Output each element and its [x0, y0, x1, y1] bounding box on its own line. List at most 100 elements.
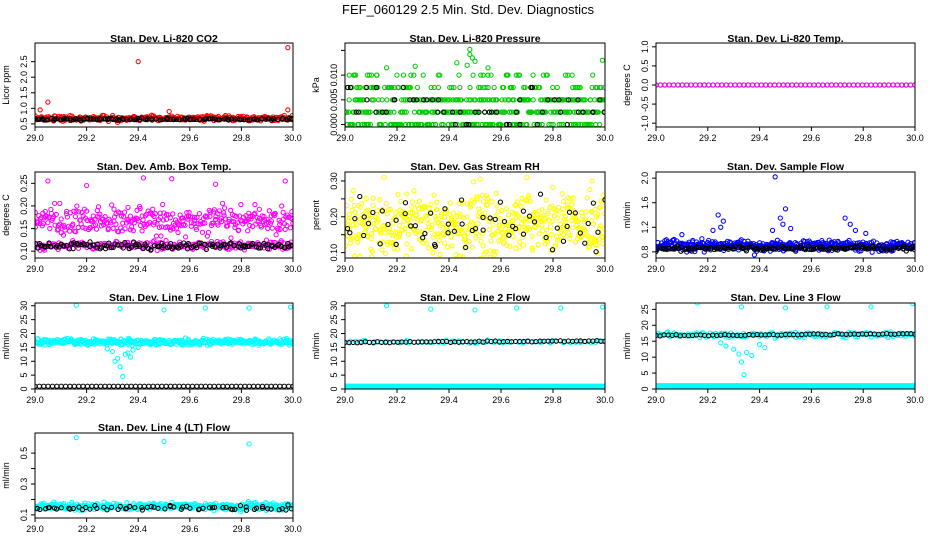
point-color-high: [170, 211, 176, 217]
point-color: [463, 239, 469, 245]
point-color-high: [245, 228, 251, 234]
point-color-high: [169, 176, 175, 182]
point-black: [459, 221, 465, 227]
point-color: [382, 250, 389, 257]
plot-frame: [655, 171, 916, 259]
point-color: [402, 225, 408, 232]
point-color: [382, 121, 388, 127]
point-black: [377, 241, 383, 247]
point-color: [444, 244, 451, 250]
y-tick-label: 0.8: [640, 246, 650, 259]
point-color: [539, 121, 545, 127]
point-color-low: [75, 245, 82, 251]
point-black: [420, 235, 426, 241]
point-color: [785, 82, 791, 88]
y-tick-label: 15: [640, 336, 650, 346]
point-color: [493, 190, 499, 196]
point-color: [465, 109, 471, 115]
point-color: [560, 206, 566, 212]
point-color: [120, 373, 126, 380]
point-black: [575, 97, 581, 103]
point-color: [564, 109, 570, 115]
point-color: [692, 82, 699, 88]
point-color: [454, 60, 460, 66]
point-black: [445, 221, 451, 227]
y-tick-label: 0.10: [19, 242, 29, 260]
point-color: [478, 72, 484, 78]
point-color: [741, 82, 747, 88]
point-color: [464, 214, 470, 220]
point-color-high: [139, 228, 145, 234]
point-color: [487, 254, 493, 258]
point-color: [662, 82, 668, 88]
data-points: [345, 174, 605, 258]
point-color: [124, 500, 130, 506]
x-tick-label: 29.6: [492, 395, 510, 405]
y-axis-label: ml/min: [1, 462, 11, 489]
point-color: [357, 253, 363, 258]
panel-4: Stan. Dev. Amb. Box Temp.degrees C29.0 29…: [1, 161, 302, 274]
point-color-high: [110, 225, 116, 231]
x-tick-label: 29.6: [803, 133, 821, 143]
point-color: [485, 84, 491, 91]
point-color: [480, 72, 486, 78]
point-color: [407, 222, 413, 228]
point-color-high: [280, 209, 286, 215]
point-color: [802, 82, 808, 88]
point-color-high: [76, 209, 82, 215]
point-color-high: [234, 220, 240, 226]
point-color: [545, 208, 551, 215]
point-color: [414, 212, 420, 218]
point-black: [357, 193, 363, 200]
point-black: [746, 244, 753, 250]
point-color: [751, 252, 758, 258]
point-color: [552, 243, 559, 249]
point-black: [89, 383, 95, 389]
point-color: [426, 245, 432, 251]
y-tick-label: 0.25: [19, 175, 29, 193]
point-black: [36, 383, 42, 389]
point-color: [828, 82, 835, 88]
point-color-high: [199, 229, 206, 235]
point-color: [373, 226, 379, 232]
point-color: [511, 97, 517, 103]
point-color: [492, 231, 498, 237]
point-color: [246, 305, 252, 311]
point-color-high: [261, 213, 267, 220]
point-color: [502, 225, 509, 232]
y-tick-label: 0.20: [329, 208, 339, 226]
point-black: [410, 97, 417, 103]
point-color: [513, 72, 519, 78]
point-color-high: [121, 214, 127, 220]
point-black: [128, 116, 135, 122]
point-color: [352, 209, 358, 215]
point-color: [104, 346, 110, 352]
point-color-high: [160, 201, 166, 208]
point-color: [379, 97, 385, 103]
point-color-high: [137, 205, 143, 212]
point-color-high: [64, 214, 71, 220]
point-color: [366, 72, 372, 78]
point-color-high: [109, 202, 115, 208]
point-color: [388, 206, 394, 213]
x-tick-label: 29.0: [647, 133, 665, 143]
point-color-top: [596, 338, 602, 344]
x-tick-label: 29.2: [78, 395, 96, 405]
point-black: [202, 241, 208, 247]
point-color: [370, 202, 376, 208]
point-black: [488, 338, 494, 345]
point-black: [176, 383, 182, 389]
point-color: [394, 72, 400, 78]
point-color: [877, 82, 883, 88]
point-color: [457, 84, 463, 91]
point-black: [517, 97, 523, 103]
point-color: [544, 72, 550, 78]
y-tick-label: 20: [19, 329, 29, 339]
point-color-high: [102, 214, 108, 220]
point-color: [562, 72, 569, 78]
point-color: [890, 82, 896, 88]
point-color: [710, 227, 716, 233]
point-color-low: [125, 239, 131, 245]
point-black: [41, 117, 47, 123]
